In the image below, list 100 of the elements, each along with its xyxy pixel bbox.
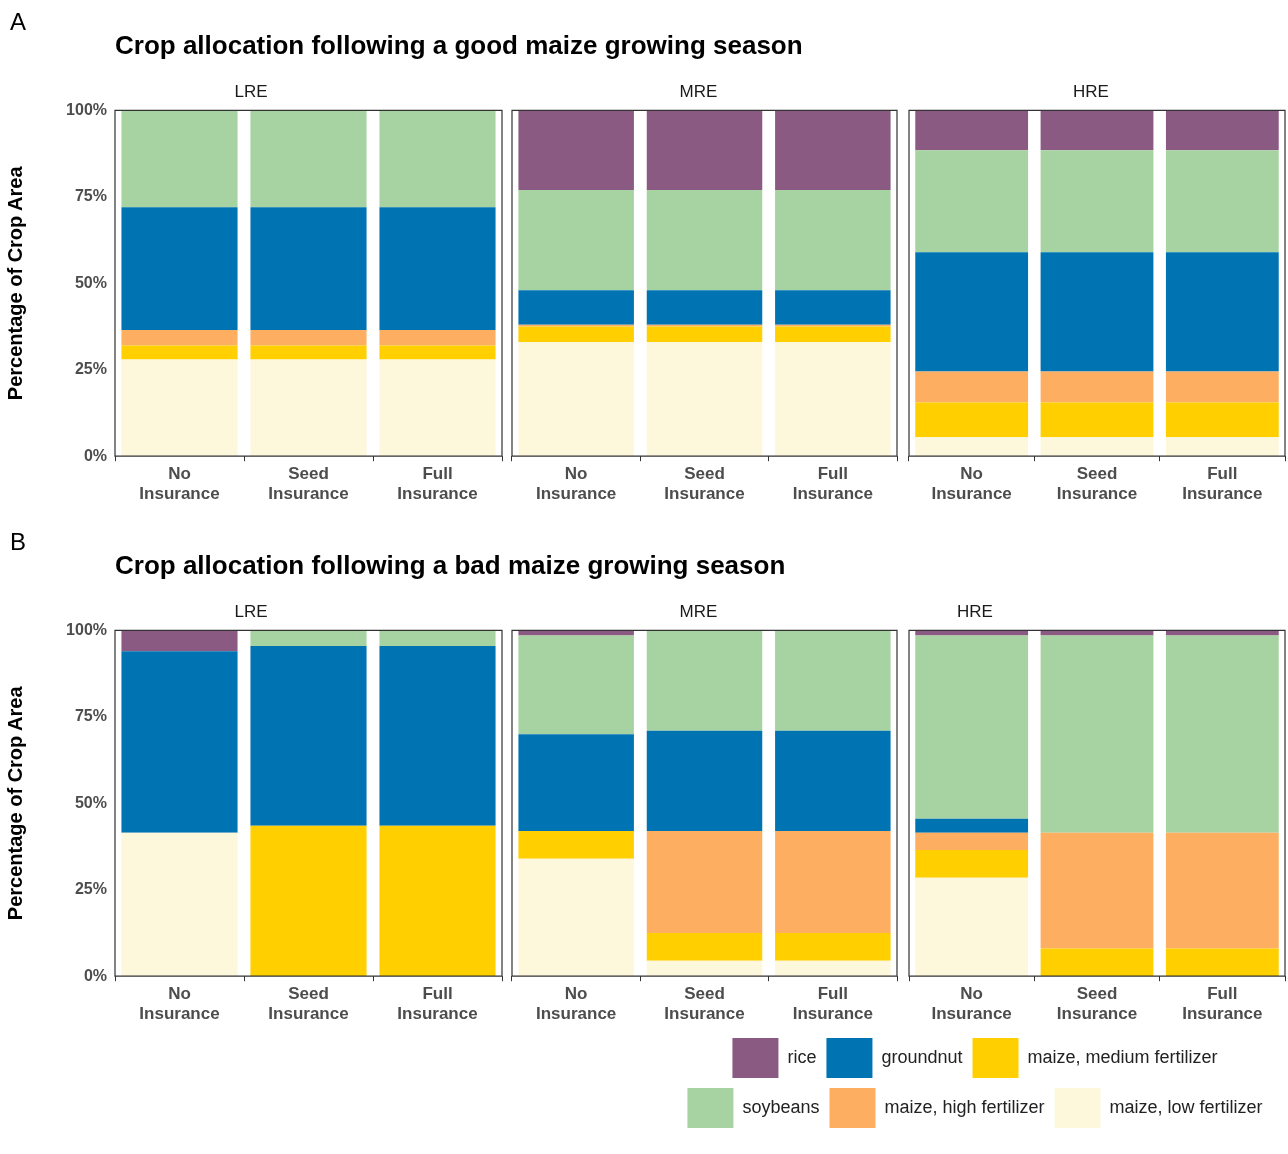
- y-tick-label: 25%: [74, 880, 107, 898]
- bar: [1040, 635, 1154, 833]
- x-tick-label: Seed Insurance: [268, 464, 349, 504]
- chart-subtitle: MRE: [679, 81, 718, 101]
- x-tick-label: Seed Insurance: [1056, 984, 1138, 1024]
- bar: [250, 645, 367, 826]
- y-tick-label: 100%: [66, 100, 107, 118]
- legend-label: rice: [787, 1046, 817, 1067]
- x-tick-label: No Insurance: [931, 464, 1012, 504]
- bar: [250, 359, 367, 457]
- bar: [1165, 110, 1279, 151]
- chart-subtitle: LRE: [234, 81, 268, 101]
- bar: [1040, 948, 1154, 977]
- bar: [646, 932, 763, 961]
- bar: [1040, 252, 1154, 372]
- bar: [1165, 252, 1279, 372]
- bar: [1165, 371, 1279, 403]
- bar: [646, 830, 763, 933]
- bar: [518, 734, 634, 831]
- bar: [1040, 371, 1154, 403]
- legend-label: soybeans: [742, 1096, 820, 1117]
- bar: [775, 342, 891, 457]
- bar: [1040, 437, 1154, 457]
- bar: [1165, 150, 1279, 253]
- bar: [379, 645, 496, 826]
- bar: [775, 290, 891, 325]
- legend-label: groundnut: [881, 1046, 963, 1067]
- bar: [379, 110, 496, 208]
- y-tick-label: 100%: [66, 620, 107, 638]
- bar: [518, 326, 634, 343]
- bar: [379, 329, 496, 346]
- bar: [775, 730, 891, 831]
- bar: [1165, 630, 1279, 636]
- legend-label: maize, medium fertilizer: [1027, 1046, 1218, 1067]
- bar: [121, 359, 238, 457]
- bar: [1165, 832, 1279, 949]
- bar: [915, 110, 1029, 151]
- x-tick-label: Full Insurance: [397, 984, 478, 1024]
- bar: [646, 110, 763, 190]
- chart-title: Crop allocation following a bad maize growing season: [115, 550, 786, 581]
- y-tick-label: 50%: [74, 793, 107, 811]
- bar: [518, 630, 634, 636]
- bar: [518, 290, 634, 325]
- bar: [250, 110, 367, 208]
- bar: [121, 329, 238, 346]
- text: B: [10, 528, 27, 556]
- bar: [646, 326, 763, 343]
- bar: [915, 437, 1029, 457]
- x-tick-label: Full Insurance: [792, 464, 873, 504]
- chart-subtitle: HRE: [957, 601, 993, 621]
- bar: [250, 329, 367, 346]
- bar: [1165, 437, 1279, 457]
- x-tick-label: Full Insurance: [792, 984, 873, 1024]
- bar: [646, 342, 763, 457]
- bar: [775, 110, 891, 190]
- bar: [250, 207, 367, 330]
- bar: [775, 830, 891, 933]
- bar: [915, 371, 1029, 403]
- x-tick-label: Seed Insurance: [664, 984, 745, 1024]
- bar: [1040, 110, 1154, 151]
- bar: [518, 342, 634, 457]
- x-tick-label: No Insurance: [931, 984, 1012, 1024]
- x-tick-label: Seed Insurance: [664, 464, 745, 504]
- y-tick-label: 25%: [74, 360, 107, 378]
- bar: [915, 635, 1029, 819]
- bar: [250, 630, 367, 646]
- bar: [250, 825, 367, 977]
- y-tick-label: 75%: [74, 707, 107, 725]
- bar: [646, 960, 763, 977]
- x-tick-label: Full Insurance: [1182, 984, 1263, 1024]
- bar: [915, 150, 1029, 253]
- bar: [1165, 948, 1279, 977]
- bar: [121, 207, 238, 330]
- text: A: [10, 8, 27, 36]
- bar: [121, 651, 238, 833]
- x-tick-label: No Insurance: [536, 464, 617, 504]
- bar: [379, 207, 496, 330]
- bar: [379, 359, 496, 457]
- bar: [915, 849, 1029, 878]
- bar: [518, 830, 634, 859]
- bar: [518, 189, 634, 291]
- x-tick-label: Seed Insurance: [1056, 464, 1138, 504]
- bar: [1165, 635, 1279, 833]
- bar: [915, 630, 1029, 636]
- bar: [646, 730, 763, 831]
- bar: [915, 877, 1029, 977]
- x-tick-label: Seed Insurance: [268, 984, 349, 1024]
- chart-subtitle: MRE: [679, 601, 718, 621]
- chart-subtitle: LRE: [234, 601, 268, 621]
- bar: [379, 345, 496, 360]
- bar: [646, 290, 763, 325]
- bar: [379, 825, 496, 977]
- x-tick-label: Full Insurance: [397, 464, 478, 504]
- x-tick-label: Full Insurance: [1182, 464, 1263, 504]
- chart-title: Crop allocation following a good maize growing season: [115, 30, 803, 61]
- bar: [1040, 630, 1154, 636]
- bar: [518, 110, 634, 190]
- y-tick-label: 50%: [74, 273, 107, 291]
- bar: [775, 326, 891, 343]
- x-tick-label: No Insurance: [139, 984, 220, 1024]
